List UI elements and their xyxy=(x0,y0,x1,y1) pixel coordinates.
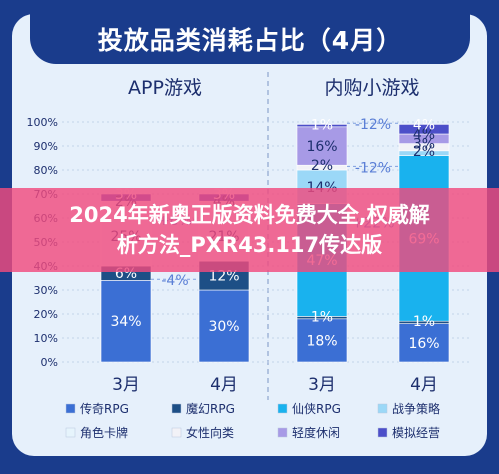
bar-segment xyxy=(296,124,348,128)
y-tick-label: 10% xyxy=(34,332,58,345)
y-tick-label: 30% xyxy=(34,284,58,297)
legend-swatch xyxy=(171,427,182,438)
legend-label: 仙侠RPG xyxy=(292,402,341,416)
segment-label: 18% xyxy=(306,333,337,349)
legend-swatch xyxy=(377,427,388,438)
segment-label: 12% xyxy=(208,269,239,285)
segment-label: 34% xyxy=(110,314,141,330)
legend-swatch xyxy=(377,403,388,414)
y-tick-label: 100% xyxy=(27,116,58,129)
legend-label: 战争策略 xyxy=(392,401,440,416)
segment-label: 2% xyxy=(413,144,435,160)
legend-label: 模拟经营 xyxy=(392,426,440,440)
bar-segment xyxy=(398,323,450,363)
segment-label: 16% xyxy=(306,139,337,155)
segment-label: 4% xyxy=(413,117,435,133)
title-bar: 投放品类消耗占比（4月） xyxy=(30,14,470,64)
panel-title: APP游戏 xyxy=(128,77,202,99)
bar-segment xyxy=(198,289,250,363)
segment-label: 30% xyxy=(208,319,239,335)
legend-label: 传奇RPG xyxy=(80,401,129,416)
y-tick-label: 80% xyxy=(34,164,58,177)
legend-label: 魔幻RPG xyxy=(186,401,235,416)
panel-title: 内购小游戏 xyxy=(324,77,419,99)
bar-segment xyxy=(100,280,152,363)
bar-segment xyxy=(296,126,348,166)
y-tick-label: 90% xyxy=(34,140,58,153)
segment-label: 3% xyxy=(413,137,435,153)
change-label: -12% xyxy=(355,117,391,133)
banner-line-2: 析方法_PXR43.117传达版 xyxy=(116,233,383,257)
legend-swatch xyxy=(277,403,288,414)
x-category-label: 3月 xyxy=(112,375,140,395)
legend-label: 女性向类 xyxy=(186,425,234,440)
legend-swatch xyxy=(277,427,288,438)
chart-title: 投放品类消耗占比（4月） xyxy=(97,26,403,55)
overlay-banner: 2024年新奥正版资料免费大全,权威解 析方法_PXR43.117传达版 xyxy=(0,188,499,272)
change-label: -12% xyxy=(355,160,391,176)
y-tick-label: 20% xyxy=(34,308,58,321)
x-category-label: 4月 xyxy=(410,375,438,395)
legend-label: 轻度休闲 xyxy=(292,425,340,440)
bar-segment xyxy=(296,318,348,363)
y-tick-label: 0% xyxy=(41,356,58,369)
bar-segment xyxy=(398,124,450,135)
segment-label: 1% xyxy=(311,309,333,325)
legend-swatch xyxy=(171,403,182,414)
legend-label: 角色卡牌 xyxy=(80,426,128,440)
banner-line-1: 2024年新奥正版资料免费大全,权威解 xyxy=(69,203,430,227)
change-label: -4% xyxy=(161,273,188,289)
legend-swatch xyxy=(65,427,76,438)
x-category-label: 4月 xyxy=(210,375,238,395)
segment-label: 16% xyxy=(408,336,439,352)
segment-label: 2% xyxy=(311,158,333,174)
segment-label: 1% xyxy=(311,117,333,133)
legend-swatch xyxy=(65,403,76,414)
segment-label: 4% xyxy=(413,127,435,143)
x-category-label: 3月 xyxy=(308,375,336,395)
segment-label: 1% xyxy=(413,314,435,330)
